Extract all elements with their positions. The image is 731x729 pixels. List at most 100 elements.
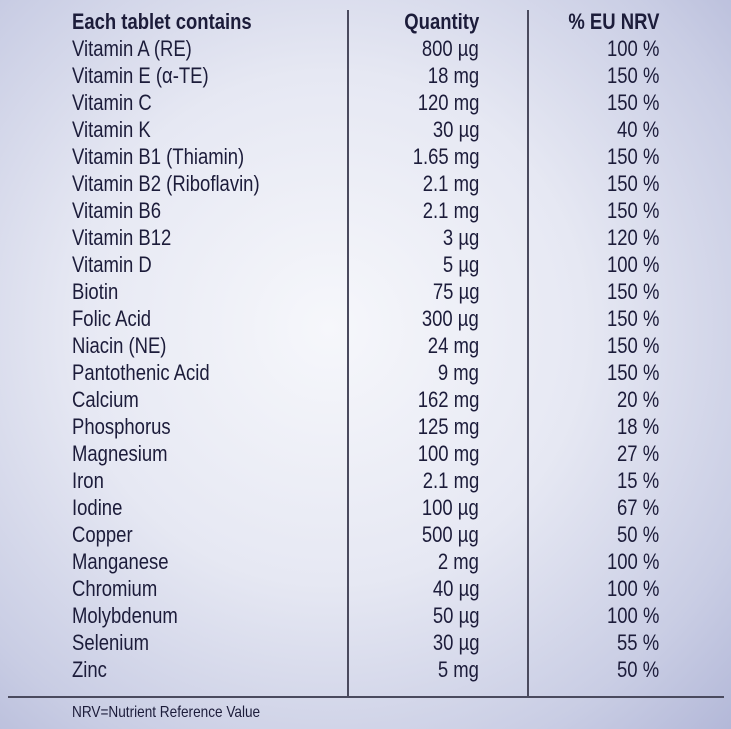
nutrient-name: Zinc (72, 657, 107, 682)
table-row: Vitamin D 5 µg 100 % (0, 251, 731, 278)
nutrient-name: Biotin (72, 279, 119, 304)
table-row: Pantothenic Acid 9 mg 150 % (0, 359, 731, 386)
table-row: Vitamin A (RE) 800 µg 100 % (0, 35, 731, 62)
nutrient-quantity: 3 µg (442, 225, 479, 250)
nutrient-nrv: 50 % (616, 657, 659, 682)
nutrition-table: Each tablet contains Quantity % EU NRV V… (0, 8, 731, 683)
nutrient-nrv: 55 % (616, 630, 659, 655)
table-row: Calcium 162 mg 20 % (0, 386, 731, 413)
nutrient-name: Vitamin B1 (Thiamin) (72, 144, 245, 169)
table-body: Vitamin A (RE) 800 µg 100 % Vitamin E (α-TE… (0, 35, 731, 683)
column-divider-2 (527, 10, 529, 697)
nutrient-nrv: 40 % (616, 117, 659, 142)
nutrient-name: Calcium (72, 387, 139, 412)
nutrient-nrv: 150 % (606, 279, 659, 304)
nutrient-nrv: 27 % (616, 441, 659, 466)
nutrient-quantity: 5 mg (437, 657, 479, 682)
nutrient-name: Vitamin B6 (72, 198, 162, 223)
table-row: Molybdenum 50 µg 100 % (0, 602, 731, 629)
nutrient-quantity: 162 mg (417, 387, 479, 412)
nutrient-name: Copper (72, 522, 133, 547)
header-quantity: Quantity (404, 9, 479, 34)
table-bottom-rule (8, 696, 724, 698)
nutrient-name: Selenium (72, 630, 150, 655)
table-row: Niacin (NE) 24 mg 150 % (0, 332, 731, 359)
nutrient-name: Folic Acid (72, 306, 152, 331)
nutrient-quantity: 2.1 mg (422, 198, 479, 223)
nutrient-quantity: 1.65 mg (412, 144, 479, 169)
nutrient-nrv: 100 % (606, 252, 659, 277)
nutrient-nrv: 150 % (606, 63, 659, 88)
table-row: Copper 500 µg 50 % (0, 521, 731, 548)
table-row: Vitamin K 30 µg 40 % (0, 116, 731, 143)
nutrient-name: Iodine (72, 495, 123, 520)
nutrient-quantity: 500 µg (422, 522, 479, 547)
nutrient-nrv: 150 % (606, 171, 659, 196)
table-row: Magnesium 100 mg 27 % (0, 440, 731, 467)
nutrient-nrv: 150 % (606, 333, 659, 358)
table-row: Iodine 100 µg 67 % (0, 494, 731, 521)
nutrient-quantity: 300 µg (422, 306, 479, 331)
table-row: Biotin 75 µg 150 % (0, 278, 731, 305)
nutrient-name: Vitamin C (72, 90, 152, 115)
nutrient-name: Vitamin D (72, 252, 152, 277)
nutrient-quantity: 30 µg (432, 117, 479, 142)
nutrient-nrv: 100 % (606, 36, 659, 61)
nutrient-name: Pantothenic Acid (72, 360, 210, 385)
nutrient-quantity: 24 mg (427, 333, 479, 358)
nutrient-quantity: 50 µg (432, 603, 479, 628)
nutrient-nrv: 100 % (606, 549, 659, 574)
column-divider-1 (347, 10, 349, 697)
nutrient-quantity: 2 mg (437, 549, 479, 574)
table-row: Phosphorus 125 mg 18 % (0, 413, 731, 440)
nutrient-nrv: 18 % (616, 414, 659, 439)
table-row: Vitamin B12 3 µg 120 % (0, 224, 731, 251)
nutrient-nrv: 100 % (606, 576, 659, 601)
nutrient-quantity: 120 mg (417, 90, 479, 115)
nutrient-name: Vitamin A (RE) (72, 36, 192, 61)
nutrient-name: Vitamin B2 (Riboflavin) (72, 171, 260, 196)
table-row: Iron 2.1 mg 15 % (0, 467, 731, 494)
nutrient-quantity: 5 µg (442, 252, 479, 277)
nutrient-name: Manganese (72, 549, 169, 574)
nutrient-nrv: 150 % (606, 144, 659, 169)
footnote: NRV=Nutrient Reference Value (72, 704, 261, 721)
nutrient-quantity: 40 µg (432, 576, 479, 601)
table-header-row: Each tablet contains Quantity % EU NRV (0, 8, 731, 35)
table-row: Zinc 5 mg 50 % (0, 656, 731, 683)
nutrient-quantity: 18 mg (427, 63, 479, 88)
nutrient-name: Chromium (72, 576, 158, 601)
nutrient-quantity: 9 mg (437, 360, 479, 385)
nutrient-name: Molybdenum (72, 603, 178, 628)
nutrient-quantity: 2.1 mg (422, 468, 479, 493)
nutrient-quantity: 800 µg (422, 36, 479, 61)
table-row: Vitamin B1 (Thiamin) 1.65 mg 150 % (0, 143, 731, 170)
nutrient-quantity: 30 µg (432, 630, 479, 655)
nutrient-name: Niacin (NE) (72, 333, 167, 358)
nutrient-name: Phosphorus (72, 414, 171, 439)
nutrient-quantity: 100 mg (417, 441, 479, 466)
nutrient-nrv: 100 % (606, 603, 659, 628)
nutrient-name: Vitamin B12 (72, 225, 172, 250)
table-row: Vitamin B6 2.1 mg 150 % (0, 197, 731, 224)
nutrient-nrv: 150 % (606, 90, 659, 115)
nutrient-nrv: 150 % (606, 360, 659, 385)
header-name: Each tablet contains (72, 9, 252, 34)
table-row: Vitamin E (α-TE) 18 mg 150 % (0, 62, 731, 89)
nutrient-nrv: 50 % (616, 522, 659, 547)
header-nrv: % EU NRV (567, 9, 659, 34)
table-row: Vitamin B2 (Riboflavin) 2.1 mg 150 % (0, 170, 731, 197)
nutrient-quantity: 100 µg (422, 495, 479, 520)
nutrient-quantity: 2.1 mg (422, 171, 479, 196)
nutrient-nrv: 20 % (616, 387, 659, 412)
nutrient-nrv: 15 % (616, 468, 659, 493)
table-row: Manganese 2 mg 100 % (0, 548, 731, 575)
nutrient-nrv: 120 % (606, 225, 659, 250)
table-row: Folic Acid 300 µg 150 % (0, 305, 731, 332)
nutrient-quantity: 125 mg (417, 414, 479, 439)
table-row: Chromium 40 µg 100 % (0, 575, 731, 602)
nutrient-nrv: 67 % (616, 495, 659, 520)
table-row: Selenium 30 µg 55 % (0, 629, 731, 656)
nutrient-quantity: 75 µg (432, 279, 479, 304)
nutrient-nrv: 150 % (606, 306, 659, 331)
